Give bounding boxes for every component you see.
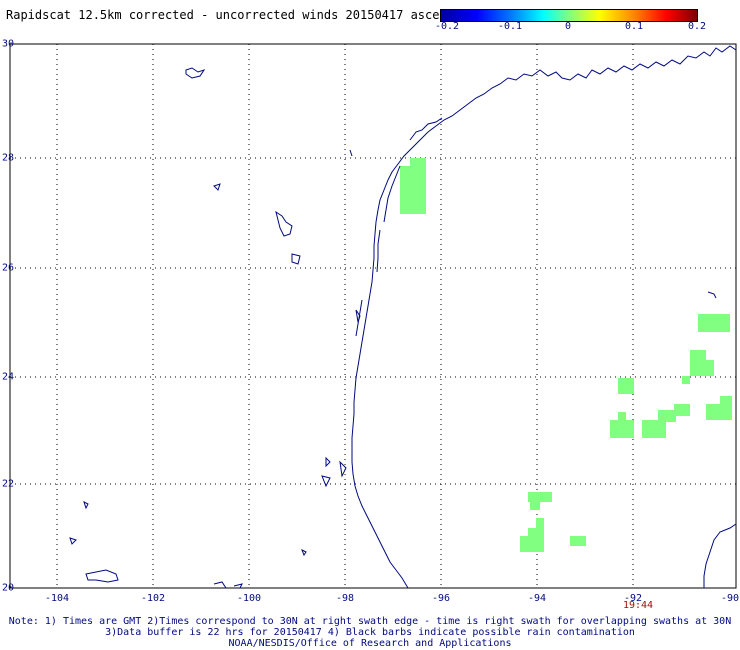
swath-cell [520,536,530,552]
lake-outline [213,581,227,589]
swath-cell [690,350,706,376]
lat-label: 20 [2,582,15,594]
map-frame [9,43,737,589]
footnote-credit: NOAA/NESDIS/Office of Research and Appli… [228,638,512,649]
swath-cell [682,376,690,384]
swath-cell [704,360,714,376]
lake-outline [85,569,119,583]
lon-label: -90 [720,593,740,604]
footnote-line: 3)Data buffer is 22 hrs for 20150417 4) … [105,627,635,638]
lon-label: -104 [44,593,70,604]
lon-label: -94 [527,593,547,604]
swath-time-label: 19:44 [622,600,654,611]
lake-outline [83,501,89,510]
coastline-mainland [351,45,737,589]
lat-label: 28 [2,152,15,164]
swath-cell [412,182,426,214]
lon-label: -102 [140,593,166,604]
wind-swath [400,158,732,552]
lake-outline [233,583,243,589]
swath-cell [658,410,676,422]
lat-label: 24 [2,371,15,383]
swath-cell [410,158,426,182]
swath-cell [610,420,634,438]
coastline-barrier-island [376,229,381,273]
lat-label: 30 [2,38,15,50]
lon-label: -92 [623,593,643,604]
map-title: Rapidscat 12.5km corrected - uncorrected… [6,8,476,22]
swath-cell [706,404,732,420]
lon-label: -100 [236,593,262,604]
swath-cell [528,528,544,552]
lake-outline [291,253,301,265]
swath-cell [642,420,666,438]
swath-cell [674,404,690,416]
lake-outline [325,456,331,468]
coastline-barrier-island [383,165,401,223]
coastline-islet [349,149,353,157]
colorbar-tick-label: 0 [564,21,572,32]
footnote-line: Note: 1) Times are GMT 2)Times correspon… [8,616,732,627]
colorbar-tick-label: 0.1 [624,21,644,32]
colorbar [440,9,698,22]
swath-cell [618,378,634,394]
lon-label: -98 [335,593,355,604]
lake-outline [355,309,361,323]
swath-cell [698,314,730,332]
lake-outline [339,460,347,478]
lake-outline [69,537,77,545]
graticule [10,44,736,588]
lat-label: 22 [2,478,15,490]
colorbar-tick-label: 0.2 [687,21,707,32]
swath-cell [530,500,540,510]
swath-cell [536,518,544,530]
lake-outline [213,183,221,191]
lon-label: -96 [431,593,451,604]
lat-label: 26 [2,262,15,274]
lake-outline [185,67,206,79]
colorbar-tick-label: -0.2 [434,21,460,32]
swath-cell [400,166,412,214]
swath-cell [618,412,626,422]
coastline [69,45,737,589]
swath-cell [528,492,552,502]
lake-outline [301,548,307,557]
colorbar-tick-label: -0.1 [497,21,523,32]
coastline-islet [707,291,717,299]
lake-outline [321,475,331,488]
lake-outline [275,210,293,237]
swath-cell [570,536,586,546]
swath-cell [720,396,732,406]
coastline-yucatan [703,523,737,588]
coastline-bay [409,117,443,141]
